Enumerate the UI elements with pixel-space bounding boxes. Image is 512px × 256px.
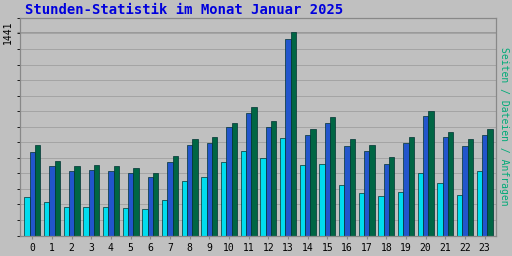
Bar — [49, 166, 55, 236]
Bar — [467, 140, 473, 236]
Bar — [173, 156, 178, 236]
Bar — [389, 157, 394, 236]
Bar — [325, 123, 330, 236]
Bar — [83, 207, 89, 236]
Bar — [477, 170, 482, 236]
Bar — [428, 111, 434, 236]
Bar — [358, 193, 364, 236]
Bar — [266, 127, 271, 236]
Bar — [378, 196, 383, 236]
Bar — [89, 170, 94, 236]
Bar — [226, 127, 231, 236]
Bar — [35, 145, 40, 236]
Bar — [122, 208, 128, 236]
Bar — [369, 145, 375, 236]
Bar — [212, 137, 217, 236]
Bar — [114, 166, 119, 236]
Bar — [364, 151, 369, 236]
Bar — [418, 173, 423, 236]
Bar — [182, 181, 187, 236]
Bar — [221, 162, 226, 236]
Bar — [319, 164, 325, 236]
Bar — [207, 143, 212, 236]
Bar — [246, 113, 251, 236]
Bar — [310, 129, 315, 236]
Bar — [448, 132, 453, 236]
Bar — [192, 140, 198, 236]
Bar — [142, 209, 147, 236]
Bar — [231, 123, 237, 236]
Bar — [409, 137, 414, 236]
Y-axis label: Seiten / Dateien / Anfragen: Seiten / Dateien / Anfragen — [499, 47, 509, 206]
Bar — [291, 32, 296, 236]
Bar — [285, 39, 291, 236]
Bar — [300, 165, 305, 236]
Bar — [201, 177, 207, 236]
Bar — [251, 107, 257, 236]
Bar — [167, 162, 173, 236]
Bar — [398, 193, 403, 236]
Bar — [128, 173, 133, 236]
Bar — [153, 173, 158, 236]
Bar — [44, 202, 49, 236]
Bar — [133, 168, 139, 236]
Bar — [187, 145, 192, 236]
Bar — [423, 116, 428, 236]
Bar — [147, 177, 153, 236]
Bar — [271, 121, 276, 236]
Bar — [24, 197, 30, 236]
Bar — [383, 164, 389, 236]
Bar — [260, 158, 266, 236]
Bar — [103, 207, 108, 236]
Bar — [305, 135, 310, 236]
Bar — [330, 117, 335, 236]
Bar — [74, 166, 79, 236]
Bar — [487, 129, 493, 236]
Bar — [443, 137, 448, 236]
Bar — [69, 171, 74, 236]
Bar — [55, 161, 60, 236]
Bar — [108, 171, 114, 236]
Text: Stunden-Statistik im Monat Januar 2025: Stunden-Statistik im Monat Januar 2025 — [25, 3, 344, 17]
Bar — [403, 143, 409, 236]
Bar — [63, 207, 69, 236]
Bar — [280, 138, 285, 236]
Bar — [437, 183, 443, 236]
Bar — [350, 140, 355, 236]
Bar — [30, 152, 35, 236]
Bar — [482, 135, 487, 236]
Bar — [241, 151, 246, 236]
Bar — [94, 165, 99, 236]
Bar — [457, 195, 462, 236]
Bar — [344, 146, 350, 236]
Bar — [162, 199, 167, 236]
Bar — [462, 146, 467, 236]
Bar — [339, 185, 344, 236]
